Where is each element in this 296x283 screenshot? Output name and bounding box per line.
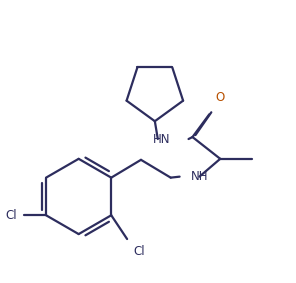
Text: HN: HN [153,132,171,145]
Text: NH: NH [191,170,208,183]
Text: Cl: Cl [6,209,17,222]
Text: Cl: Cl [133,245,145,258]
Text: O: O [215,91,225,104]
